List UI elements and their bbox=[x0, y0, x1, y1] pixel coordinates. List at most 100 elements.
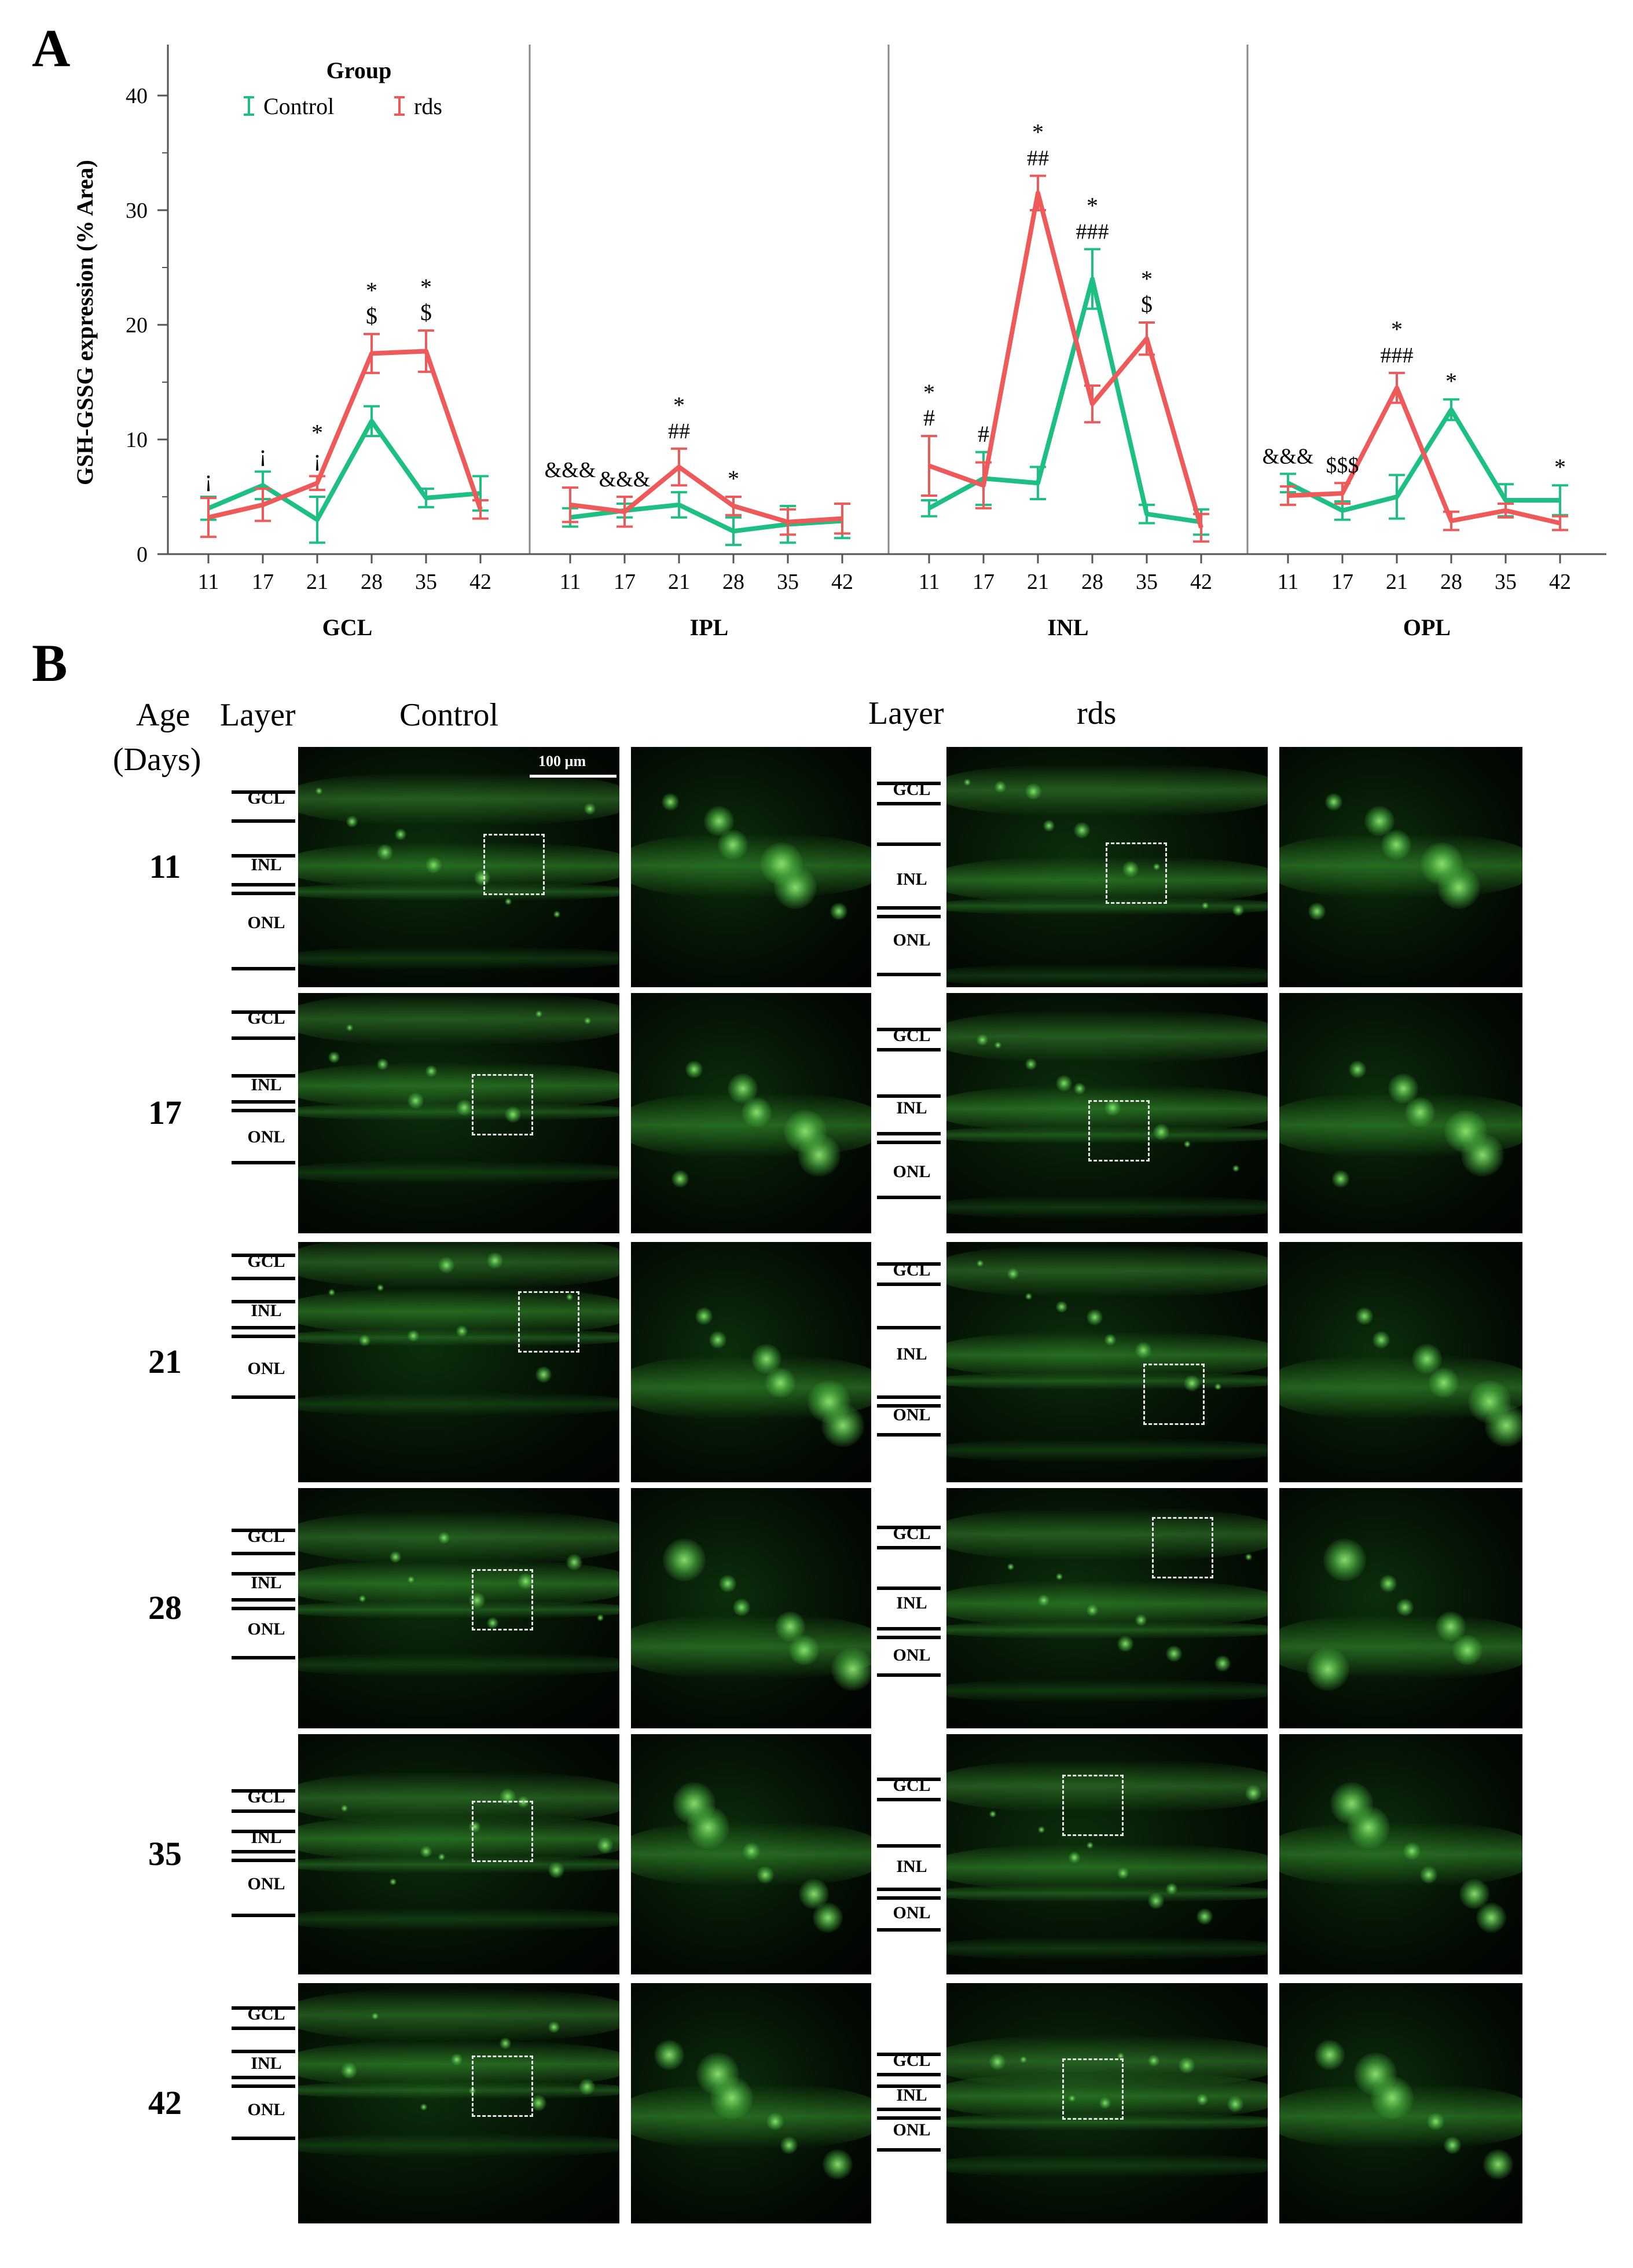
data-point bbox=[425, 350, 427, 352]
significance-mark: # bbox=[978, 421, 989, 447]
zoom-cell-signal bbox=[733, 1599, 750, 1616]
data-point bbox=[425, 497, 427, 499]
cell-signal bbox=[469, 1592, 485, 1609]
cell-signal bbox=[1214, 1655, 1231, 1672]
layer-name-onl: ONL bbox=[247, 1359, 285, 1378]
data-point bbox=[1396, 387, 1397, 389]
boundary-stroke bbox=[877, 802, 941, 805]
cell-signal bbox=[390, 1878, 397, 1885]
gcl-band bbox=[946, 764, 1268, 816]
zoom-cell-signal bbox=[823, 2149, 853, 2179]
cell-signal bbox=[1245, 1785, 1261, 1801]
cell-signal bbox=[420, 2104, 427, 2111]
x-tick-label: 28 bbox=[361, 570, 383, 594]
micrograph-rds-full bbox=[946, 1488, 1268, 1728]
cell-signal bbox=[518, 1573, 534, 1589]
micrograph-control-zoom bbox=[631, 993, 871, 1233]
boundary-stroke bbox=[232, 1656, 295, 1659]
cell-signal bbox=[408, 1330, 419, 1342]
cell-signal bbox=[315, 787, 322, 794]
cell-signal bbox=[505, 898, 512, 905]
zoom-cell-signal bbox=[1405, 1097, 1435, 1127]
cell-signal bbox=[1214, 1383, 1221, 1390]
micrograph-rds-full bbox=[946, 1734, 1268, 1974]
layer-name-inl: INL bbox=[251, 855, 282, 874]
micrograph-control-full bbox=[298, 1983, 619, 2223]
cell-signal bbox=[535, 1010, 542, 1017]
opl-band bbox=[946, 2113, 1268, 2131]
cell-signal bbox=[425, 857, 442, 873]
significance-mark: * bbox=[1141, 266, 1153, 292]
boundary-stroke bbox=[232, 790, 295, 794]
zoom-cell-signal bbox=[1356, 1307, 1373, 1325]
cell-signal bbox=[474, 870, 490, 886]
data-point bbox=[929, 465, 930, 467]
onl-band bbox=[298, 1908, 619, 1931]
onl-band bbox=[946, 1439, 1268, 1462]
data-point bbox=[1287, 482, 1289, 484]
data-point bbox=[733, 530, 734, 532]
significance-mark: # bbox=[923, 405, 935, 431]
onl-band bbox=[298, 1161, 619, 1184]
age-label: 21 bbox=[148, 1342, 182, 1380]
cell-signal bbox=[1202, 902, 1209, 909]
zoom-cell-signal bbox=[799, 1879, 829, 1909]
layer-name-onl: ONL bbox=[247, 913, 285, 932]
micrograph-rds-full bbox=[946, 1242, 1268, 1482]
cell-signal bbox=[408, 1093, 424, 1109]
boundary-stroke bbox=[877, 906, 941, 910]
layer-name-gcl: GCL bbox=[247, 1252, 285, 1271]
boundary-stroke bbox=[232, 1789, 295, 1793]
micrograph-control-zoom bbox=[631, 1983, 871, 2223]
data-point bbox=[1287, 495, 1289, 497]
opl-band bbox=[298, 1601, 619, 1618]
y-axis-label: GSH-GSSG expression (% Area) bbox=[72, 160, 98, 485]
layer-name-onl: ONL bbox=[893, 1405, 931, 1424]
gcl-band bbox=[298, 1511, 619, 1563]
x-tick-label: 35 bbox=[1136, 570, 1158, 594]
zoom-cell-signal bbox=[654, 2040, 684, 2070]
cell-signal bbox=[328, 1289, 335, 1296]
cell-signal bbox=[1148, 1893, 1164, 1909]
zoom-cell-signal bbox=[709, 1331, 726, 1349]
zoom-cell-signal bbox=[1403, 1842, 1421, 1860]
gcl-band bbox=[946, 1245, 1268, 1297]
zoom-cell-signal bbox=[728, 1073, 758, 1104]
cell-signal bbox=[566, 1294, 573, 1300]
layer-name-onl: ONL bbox=[893, 930, 931, 950]
data-point bbox=[1342, 510, 1343, 511]
data-point bbox=[1146, 338, 1147, 339]
series-line-rds bbox=[570, 464, 843, 525]
panel-a-chart: 0 10 20 30 40 GSH-GSSG expression (% Area) 11 1… bbox=[72, 45, 1606, 640]
micrograph-control-full bbox=[298, 1734, 619, 1974]
zoom-cell-signal bbox=[1381, 830, 1411, 860]
inl-band bbox=[946, 2073, 1268, 2119]
onl-band bbox=[298, 2134, 619, 2157]
boundary-stroke bbox=[232, 1010, 295, 1014]
series-line-control bbox=[207, 419, 481, 522]
opl-band bbox=[946, 1372, 1268, 1390]
boundary-stroke bbox=[232, 967, 295, 970]
boundary-stroke bbox=[877, 2053, 941, 2056]
inl-band bbox=[946, 1581, 1268, 1627]
layer-name-inl: INL bbox=[896, 1098, 927, 1117]
cell-signal bbox=[1025, 783, 1041, 800]
boundary-stroke bbox=[232, 1552, 295, 1555]
age-label: 42 bbox=[148, 2083, 182, 2122]
cell-signal bbox=[1117, 2053, 1124, 2060]
cell-signal bbox=[584, 803, 596, 815]
cell-signal bbox=[597, 1837, 613, 1853]
data-point bbox=[480, 493, 481, 494]
data-point bbox=[317, 482, 318, 484]
layer-name-onl: ONL bbox=[893, 1646, 931, 1665]
boundary-stroke bbox=[232, 2006, 295, 2010]
scale-bar-label: 100 µm bbox=[538, 753, 586, 770]
data-point bbox=[929, 507, 930, 509]
facet-label: OPL bbox=[1403, 614, 1451, 640]
zoom-cell-signal bbox=[704, 806, 734, 836]
data-point bbox=[208, 516, 209, 518]
cell-signal bbox=[1197, 1908, 1213, 1925]
zoom-cell-signal bbox=[766, 2113, 784, 2130]
cell-signal bbox=[1148, 2055, 1159, 2067]
boundary-stroke bbox=[877, 1196, 941, 1199]
